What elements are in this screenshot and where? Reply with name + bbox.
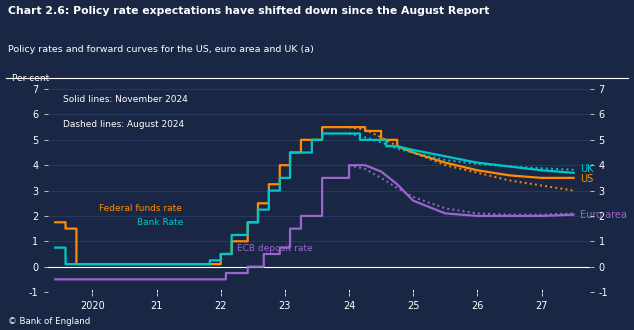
Text: Per cent: Per cent (12, 74, 49, 83)
Text: Policy rates and forward curves for the US, euro area and UK (a): Policy rates and forward curves for the … (8, 45, 313, 54)
Text: Euro area: Euro area (580, 210, 627, 220)
Text: UK: UK (580, 164, 593, 174)
Text: Federal funds rate: Federal funds rate (99, 204, 182, 214)
Text: © Bank of England: © Bank of England (8, 317, 90, 326)
Text: Dashed lines: August 2024: Dashed lines: August 2024 (63, 119, 184, 129)
Text: Solid lines: November 2024: Solid lines: November 2024 (63, 95, 188, 104)
Text: Bank Rate: Bank Rate (138, 218, 184, 227)
Text: US: US (580, 174, 593, 184)
Text: ECB deposit rate: ECB deposit rate (236, 244, 313, 253)
Text: Chart 2.6: Policy rate expectations have shifted down since the August Report: Chart 2.6: Policy rate expectations have… (8, 6, 489, 16)
